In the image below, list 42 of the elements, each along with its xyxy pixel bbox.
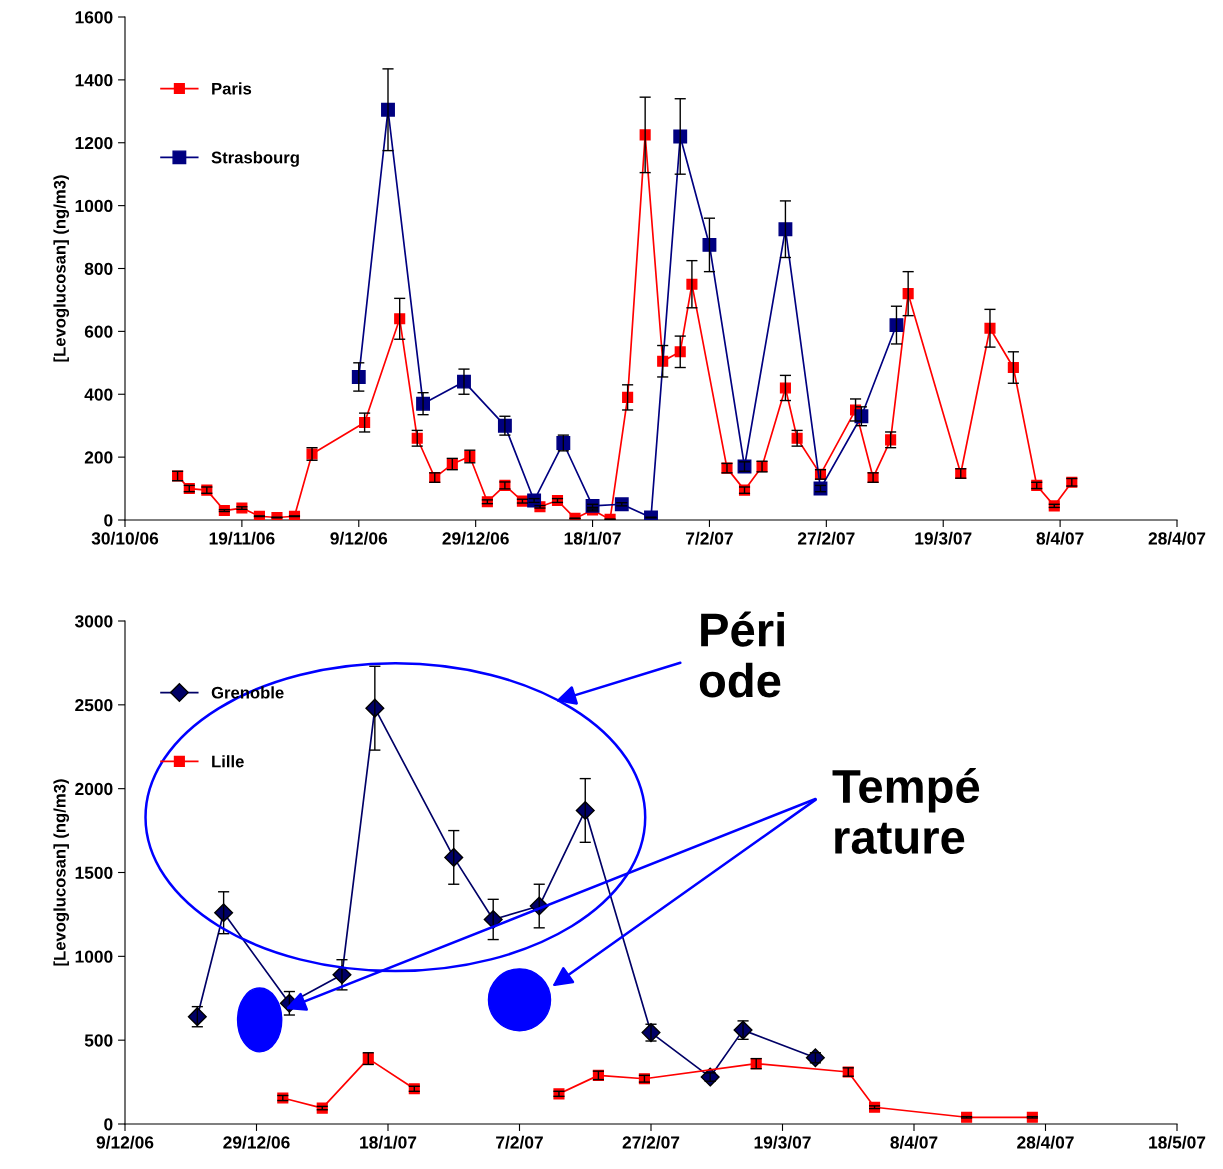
x-tick-label: 7/2/07 [496, 1135, 543, 1149]
x-tick-label: 18/5/07 [1149, 1135, 1206, 1149]
x-tick-label: 9/12/06 [330, 531, 388, 545]
y-tick-label: 800 [84, 262, 113, 275]
y-tick-label: 2500 [75, 699, 113, 712]
y-axis-title: [Levoglucosan] (ng/m3) [53, 779, 70, 966]
x-tick-label: 29/12/06 [442, 531, 509, 545]
y-tick-label: 0 [104, 1118, 113, 1131]
x-tick-label: 30/10/06 [91, 531, 159, 545]
y-tick-label: 1400 [75, 74, 113, 87]
x-tick-label: 28/4/07 [1148, 531, 1206, 545]
x-tick-label: 19/3/07 [754, 1135, 811, 1149]
y-tick-label: 1200 [75, 136, 113, 150]
y-tick-label: 400 [84, 388, 113, 401]
y-tick-label: 1600 [75, 11, 113, 24]
y-tick-label: 600 [84, 325, 113, 338]
y-tick-label: 1000 [75, 950, 113, 963]
x-tick-label: 8/4/07 [1036, 531, 1084, 545]
x-tick-label: 19/3/07 [915, 531, 972, 545]
y-tick-label: 500 [84, 1034, 113, 1047]
x-tick-label: 29/12/06 [223, 1135, 290, 1149]
x-tick-label: 27/2/07 [622, 1135, 680, 1149]
y-tick-label: 0 [104, 514, 113, 527]
legend-label: Strasbourg [211, 151, 299, 167]
y-tick-label: 200 [84, 451, 113, 464]
x-tick-label: 8/4/07 [890, 1135, 938, 1149]
y-tick-label: 1000 [75, 199, 113, 213]
x-tick-label: 18/1/07 [564, 531, 621, 545]
x-tick-label: 27/2/07 [797, 531, 855, 545]
x-tick-label: 28/4/07 [1017, 1135, 1074, 1149]
legend-label: Lille [212, 755, 244, 768]
x-tick-label: 18/1/07 [360, 1135, 417, 1149]
y-tick-label: 3000 [74, 615, 113, 628]
x-tick-label: 19/11/06 [209, 531, 275, 545]
x-tick-label: 7/2/07 [686, 531, 733, 545]
annotation: Tempé rature [832, 768, 980, 854]
legend-label: Paris [212, 82, 252, 95]
y-tick-label: 2000 [75, 782, 113, 796]
x-tick-label: 9/12/06 [96, 1135, 154, 1149]
annotation: Péri ode [699, 611, 784, 698]
y-axis-title: [Levoglucosan] (ng/m3) [53, 175, 70, 362]
y-tick-label: 1500 [75, 866, 113, 879]
